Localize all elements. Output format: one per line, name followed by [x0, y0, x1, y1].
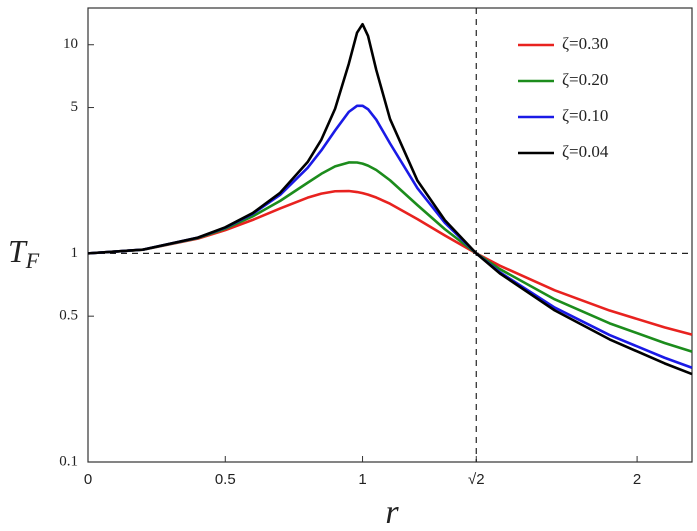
plot-frame [87, 7, 693, 463]
x-tick-label: 1 [358, 471, 366, 488]
y-tick-label: 1 [71, 245, 79, 261]
legend-label: ζ=0.04 [562, 142, 609, 161]
y-tick-label: 10 [63, 36, 78, 52]
legend-label: ζ=0.30 [562, 34, 608, 53]
x-axis-label: r [385, 494, 399, 531]
x-tick-label: 0 [84, 471, 92, 488]
y-axis-label-sub: F [25, 248, 40, 273]
y-axis-label-main: T [8, 233, 28, 269]
line-series [87, 22, 693, 376]
line-series [87, 189, 693, 336]
y-tick-label: 0.5 [59, 308, 78, 324]
y-tick-label: 0.1 [59, 453, 78, 469]
line-series [87, 161, 693, 353]
x-tick-label: √2 [468, 471, 485, 488]
y-axis-label: TF [8, 233, 40, 273]
x-tick-label: 0.5 [215, 471, 236, 488]
y-tick-label: 5 [71, 99, 79, 115]
legend-label: ζ=0.20 [562, 70, 608, 89]
x-tick-label: 2 [633, 471, 641, 488]
legend-label: ζ=0.10 [562, 106, 608, 125]
